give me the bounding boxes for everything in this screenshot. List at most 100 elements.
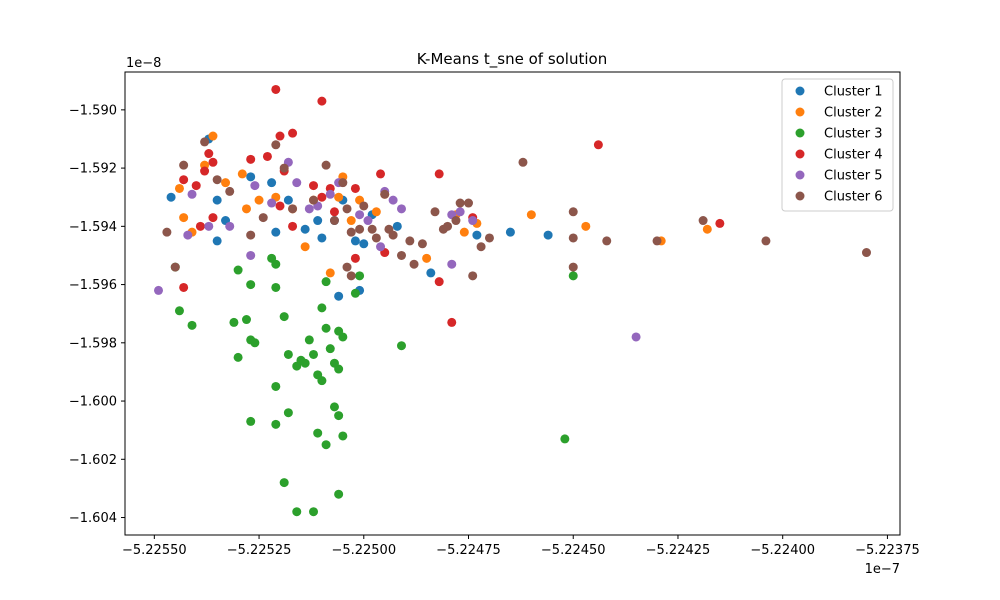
series-cluster-6: [162, 137, 871, 281]
legend-marker: [795, 149, 805, 159]
data-point: [338, 431, 348, 441]
points-layer: [154, 84, 871, 517]
legend-label: Cluster 2: [824, 106, 883, 121]
data-point: [271, 227, 281, 237]
data-point: [468, 216, 478, 226]
data-point: [702, 224, 712, 234]
data-point: [359, 201, 369, 211]
data-point: [204, 149, 214, 159]
data-point: [179, 213, 189, 223]
data-point: [321, 277, 331, 287]
data-point: [233, 265, 243, 275]
data-point: [355, 271, 365, 281]
data-point: [371, 233, 381, 243]
data-point: [246, 416, 256, 426]
data-point: [241, 204, 251, 214]
data-point: [317, 96, 327, 106]
data-point: [292, 507, 302, 517]
data-point: [543, 230, 553, 240]
data-point: [371, 207, 381, 217]
data-point: [388, 230, 398, 240]
data-point: [334, 489, 344, 499]
series-cluster-3: [170, 253, 578, 517]
data-point: [254, 195, 264, 205]
data-point: [459, 227, 469, 237]
data-point: [237, 169, 247, 179]
data-point: [338, 332, 348, 342]
data-point: [309, 349, 319, 359]
data-point: [376, 242, 386, 252]
data-point: [346, 271, 356, 281]
data-point: [221, 178, 231, 188]
data-point: [262, 151, 272, 161]
data-point: [317, 303, 327, 313]
legend-label: Cluster 4: [824, 148, 883, 163]
data-point: [317, 376, 327, 386]
data-point: [325, 268, 335, 278]
legend: Cluster 1 Cluster 2 Cluster 3 Cluster 4 Clus…: [781, 78, 894, 212]
data-point: [292, 178, 302, 188]
data-point: [195, 221, 205, 231]
data-point: [568, 271, 578, 281]
data-point: [434, 169, 444, 179]
data-point: [246, 280, 256, 290]
data-point: [187, 189, 197, 199]
data-point: [279, 163, 289, 173]
data-point: [363, 216, 373, 226]
legend-marker: [795, 170, 805, 180]
data-point: [288, 128, 298, 138]
data-point: [334, 291, 344, 301]
data-point: [246, 172, 256, 182]
data-point: [271, 259, 281, 269]
data-point: [271, 140, 281, 150]
y-tick-label: −1.598: [69, 336, 117, 351]
data-point: [468, 271, 478, 281]
data-point: [334, 411, 344, 421]
data-point: [317, 192, 327, 202]
data-point: [380, 189, 390, 199]
data-point: [191, 181, 201, 191]
data-point: [300, 242, 310, 252]
data-point: [208, 213, 218, 223]
data-point: [581, 221, 591, 231]
data-point: [271, 419, 281, 429]
data-point: [338, 178, 348, 188]
data-point: [409, 259, 419, 269]
data-point: [200, 166, 210, 176]
y-tick-label: −1.602: [69, 453, 117, 468]
data-point: [346, 216, 356, 226]
data-point: [346, 227, 356, 237]
legend-marker: [795, 128, 805, 138]
x-offset-label: 1e−7: [865, 562, 900, 577]
data-point: [321, 323, 331, 333]
data-point: [313, 428, 323, 438]
data-point: [288, 204, 298, 214]
data-point: [631, 332, 641, 342]
x-tick-label: −5.22550: [122, 543, 187, 558]
data-point: [174, 306, 184, 316]
data-point: [208, 157, 218, 167]
data-point: [204, 221, 214, 231]
data-point: [350, 183, 360, 193]
data-point: [518, 157, 528, 167]
data-point: [455, 207, 465, 217]
legend-label: Cluster 3: [824, 127, 883, 142]
data-point: [317, 233, 327, 243]
data-point: [300, 358, 310, 368]
data-point: [267, 198, 277, 208]
data-point: [350, 288, 360, 298]
data-point: [288, 221, 298, 231]
x-tick-label: −5.22400: [750, 543, 815, 558]
data-point: [334, 364, 344, 374]
axes-layer: −5.22550 −5.22525 −5.22500 −5.22475 −5.22450…: [69, 71, 920, 558]
data-point: [342, 262, 352, 272]
data-point: [208, 131, 218, 141]
data-point: [396, 250, 406, 260]
data-point: [325, 344, 335, 354]
data-point: [229, 317, 239, 327]
data-point: [154, 285, 164, 295]
data-point: [417, 239, 427, 249]
data-point: [526, 210, 536, 220]
y-tick-label: −1.594: [69, 220, 117, 235]
data-point: [447, 259, 457, 269]
